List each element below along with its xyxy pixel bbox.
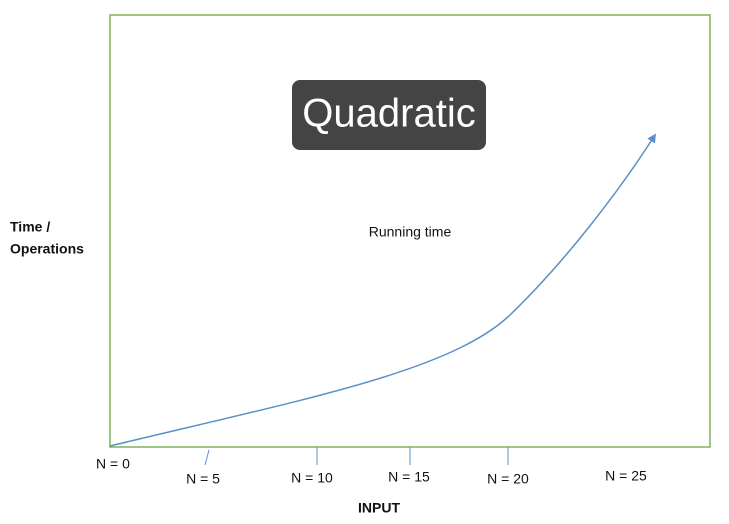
x-label: N = 0: [96, 456, 130, 472]
curve-label: Running time: [369, 224, 452, 240]
y-axis-label: Operations: [10, 241, 84, 257]
x-label: N = 25: [605, 468, 647, 484]
title-box: [292, 80, 486, 150]
x-label: N = 20: [487, 471, 529, 487]
tick: [204, 449, 210, 466]
title: Quadratic: [302, 92, 475, 136]
x-label: N = 10: [291, 470, 333, 486]
x-axis-label: INPUT: [358, 500, 400, 516]
y-axis-label: Time /: [10, 219, 50, 235]
x-label: N = 5: [186, 471, 220, 487]
curve: [109, 133, 656, 447]
x-label: N = 15: [388, 469, 430, 485]
